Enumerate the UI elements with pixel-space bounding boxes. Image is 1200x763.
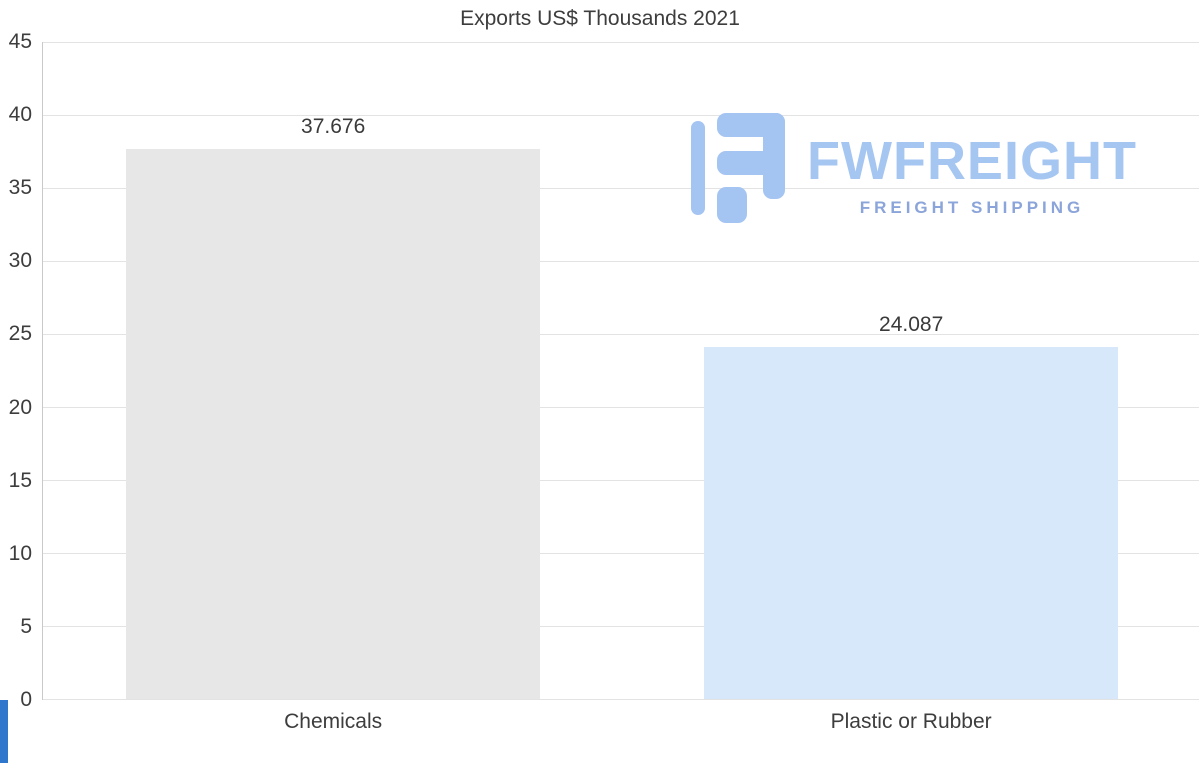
gridline	[43, 625, 1199, 627]
plot-area: 37.676 Chemicals 24.087 Plastic or Rubbe…	[42, 42, 1199, 733]
y-tick-label: 5	[20, 614, 32, 638]
fwfreight-logo-icon	[691, 107, 791, 234]
gridline	[43, 333, 1199, 335]
x-axis-label-plastic-or-rubber: Plastic or Rubber	[830, 710, 992, 733]
x-axis-label-chemicals: Chemicals	[284, 710, 383, 733]
y-tick-label: 10	[8, 541, 32, 565]
gridline	[43, 480, 1199, 481]
y-tick-label: 35	[8, 176, 32, 200]
bar-group-chemicals: 37.676 Chemicals	[126, 42, 541, 733]
gridlines	[43, 42, 1199, 700]
y-tick-label: 25	[8, 322, 32, 346]
gridline	[43, 261, 1199, 262]
y-tick-label: 45	[8, 30, 32, 53]
gridline	[43, 114, 1199, 116]
gridline	[43, 187, 1199, 189]
bar-value-label: 24.087	[879, 313, 944, 337]
fwfreight-watermark: FWFREIGHT FREIGHT SHIPPING	[691, 107, 1137, 234]
y-tick-label: 40	[8, 103, 32, 127]
y-tick-label: 30	[8, 249, 32, 273]
gridline	[43, 407, 1199, 408]
y-axis: 45 40 35 30 25 20 15 10 5 0	[0, 30, 32, 711]
logo-text-block: FWFREIGHT FREIGHT SHIPPING	[807, 134, 1137, 218]
bar-chemicals	[126, 148, 541, 699]
y-tick-label: 15	[8, 468, 32, 492]
gridline	[43, 553, 1199, 554]
bar-value-label: 37.676	[301, 114, 366, 138]
y-tick-label: 0	[20, 688, 32, 711]
bar-plastic-or-rubber	[704, 347, 1119, 699]
gridline	[43, 42, 1199, 43]
chart-title: Exports US$ Thousands 2021	[460, 7, 740, 30]
logo-name: FWFREIGHT	[807, 130, 1137, 191]
left-edge-accent	[0, 700, 8, 763]
gridline	[43, 699, 1199, 700]
y-tick-label: 20	[8, 395, 32, 419]
logo-tagline: FREIGHT SHIPPING	[859, 197, 1085, 217]
bar-group-plastic-or-rubber: 24.087 Plastic or Rubber	[704, 42, 1119, 733]
